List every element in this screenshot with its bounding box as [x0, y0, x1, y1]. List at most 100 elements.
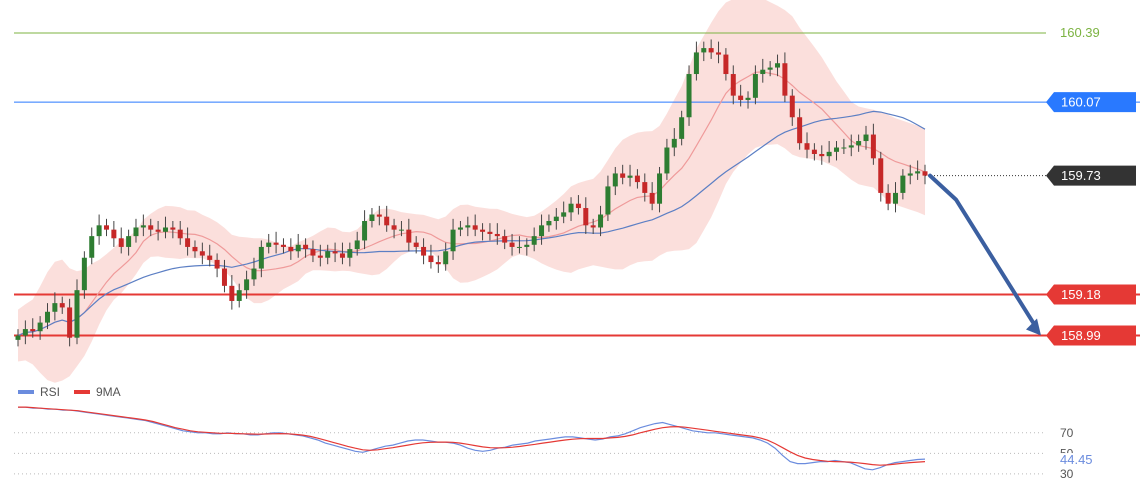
- candle-body-61: [465, 225, 471, 228]
- candle-body-88: [664, 147, 670, 174]
- candle-body-68: [516, 246, 522, 248]
- candle-body-33: [258, 246, 264, 269]
- candle-body-62: [472, 225, 478, 230]
- candle-body-70: [531, 236, 537, 245]
- price-tag-label-1: 160.07: [1061, 95, 1101, 110]
- legend-swatch-9ma: [74, 390, 90, 394]
- candle-body-66: [502, 236, 508, 243]
- candle-body-86: [649, 192, 655, 204]
- candle-body-111: [834, 147, 840, 152]
- candle-body-107: [804, 143, 810, 150]
- candle-body-42: [325, 251, 331, 258]
- rsi-last-value-bg: [1056, 453, 1096, 468]
- candle-body-57: [435, 262, 441, 265]
- candle-body-98: [738, 95, 744, 100]
- rsi-tick-30: 30: [1060, 467, 1074, 481]
- price-tag-label-4: 158.99: [1061, 328, 1101, 343]
- rsi-panel: RSI9MA70503044.45: [14, 385, 1096, 481]
- candle-body-64: [487, 231, 493, 234]
- candle-body-4: [44, 311, 50, 323]
- candle-body-83: [627, 175, 633, 178]
- candle-body-21: [170, 227, 176, 230]
- candle-body-116: [870, 134, 876, 159]
- candle-body-93: [701, 48, 707, 53]
- candle-body-71: [539, 225, 545, 237]
- candle-body-30: [236, 290, 242, 301]
- candle-body-76: [575, 203, 581, 209]
- candle-body-79: [598, 214, 604, 228]
- moving-average-layer: [17, 71, 926, 337]
- candle-body-5: [52, 303, 58, 312]
- candle-body-56: [428, 255, 434, 263]
- candle-body-78: [590, 225, 596, 228]
- candle-body-18: [148, 225, 154, 230]
- candle-body-109: [819, 154, 825, 157]
- candle-body-7: [67, 307, 73, 338]
- candle-body-13: [111, 229, 117, 239]
- candle-body-115: [863, 134, 869, 142]
- candle-body-35: [273, 242, 279, 245]
- candlesticks-layer: [15, 39, 928, 347]
- candle-body-67: [509, 242, 515, 247]
- candle-body-101: [760, 69, 766, 75]
- candle-body-69: [524, 244, 530, 247]
- candle-body-87: [657, 173, 663, 204]
- candle-body-0: [15, 335, 21, 340]
- candle-body-53: [406, 229, 412, 243]
- candle-body-27: [214, 259, 220, 269]
- candle-body-47: [362, 221, 368, 241]
- candle-body-51: [391, 225, 397, 230]
- rsi-tick-70: 70: [1060, 426, 1074, 440]
- rsi-last-value-label: 44.45: [1060, 452, 1093, 467]
- candle-body-20: [162, 227, 168, 232]
- candle-body-58: [443, 251, 449, 265]
- candle-body-14: [118, 238, 124, 247]
- candle-body-105: [789, 95, 795, 118]
- candle-body-6: [59, 303, 65, 308]
- candle-body-118: [885, 192, 891, 204]
- candle-body-46: [354, 240, 360, 250]
- candle-body-99: [745, 97, 751, 100]
- candle-body-41: [317, 255, 323, 258]
- bollinger-band-layer: [18, 0, 925, 383]
- candle-body-37: [288, 246, 294, 252]
- candle-body-96: [723, 54, 729, 75]
- candle-body-95: [716, 52, 722, 55]
- candle-body-38: [295, 244, 301, 252]
- price-tag-label-3: 159.18: [1061, 287, 1101, 302]
- candle-body-24: [192, 246, 198, 252]
- candle-body-108: [811, 149, 817, 154]
- candle-body-74: [561, 212, 567, 217]
- candle-body-2: [30, 329, 36, 332]
- price-tags-layer: 160.39 160.07 159.73 159.18 158.99: [1046, 25, 1136, 346]
- level-lines-layer: [14, 32, 1140, 337]
- candle-body-49: [376, 214, 382, 217]
- candle-body-44: [339, 253, 345, 258]
- candle-body-121: [907, 173, 913, 176]
- candle-body-94: [708, 48, 714, 53]
- forecast-arrow-layer: [928, 173, 1041, 336]
- candle-body-119: [893, 192, 899, 204]
- candle-body-40: [310, 249, 316, 256]
- candle-body-75: [568, 203, 574, 213]
- candle-body-85: [642, 182, 648, 193]
- candle-body-82: [620, 173, 626, 178]
- candle-body-50: [384, 216, 390, 226]
- candle-body-52: [398, 229, 404, 231]
- rsi-ma9-line: [18, 406, 926, 466]
- candle-body-80: [605, 186, 611, 215]
- candle-body-11: [96, 225, 102, 237]
- candle-body-97: [730, 74, 736, 96]
- candle-body-31: [244, 279, 250, 291]
- candle-body-123: [922, 171, 928, 176]
- price-tag-4: [1046, 325, 1136, 346]
- forecast-arrow-shaft: [928, 173, 1037, 328]
- candle-body-9: [81, 257, 87, 291]
- candle-body-34: [266, 242, 272, 247]
- candle-body-113: [848, 145, 854, 148]
- candle-body-25: [199, 251, 205, 256]
- candle-body-104: [782, 63, 788, 96]
- price-tag-2: [1046, 165, 1136, 186]
- candle-body-103: [775, 63, 781, 68]
